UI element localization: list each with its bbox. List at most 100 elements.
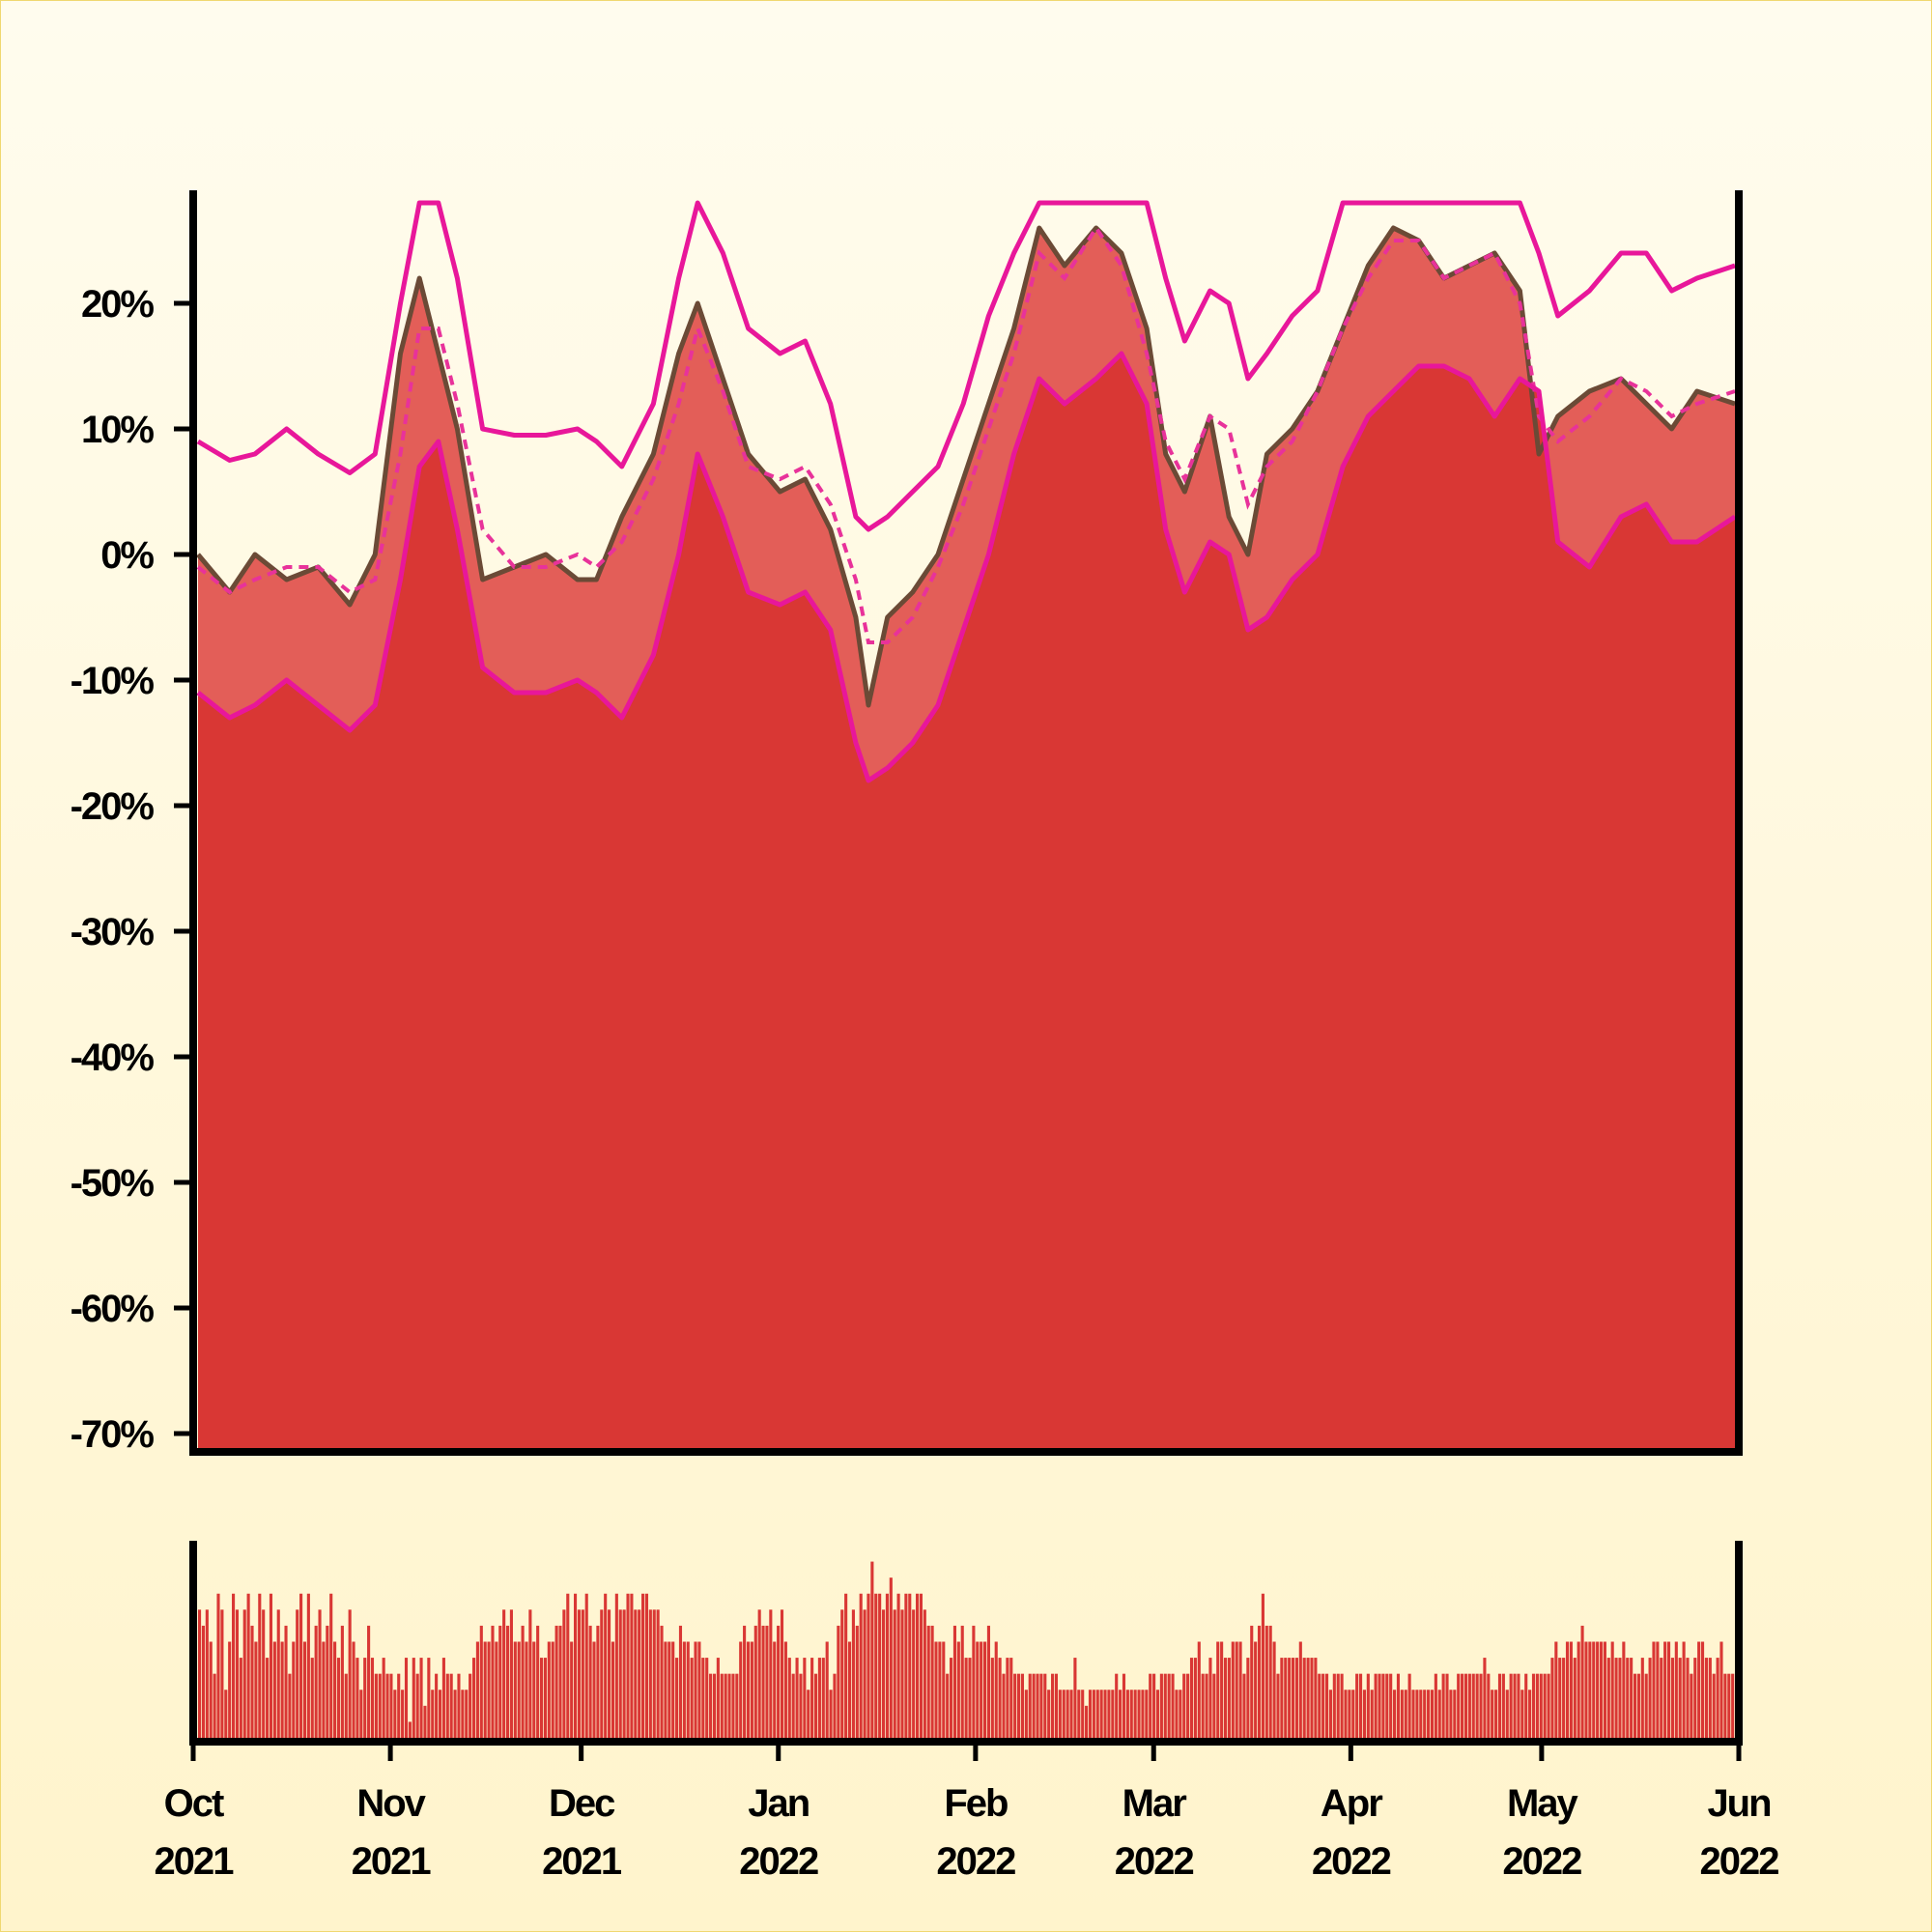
volume-bar <box>1370 1690 1374 1738</box>
volume-bar <box>1193 1658 1197 1738</box>
volume-bar <box>851 1609 855 1738</box>
volume-bar <box>1291 1658 1295 1738</box>
volume-bar <box>701 1658 705 1738</box>
volume-bar <box>558 1625 562 1738</box>
volume-bar <box>1318 1673 1321 1738</box>
volume-bar <box>1047 1690 1051 1738</box>
volume-bar <box>1404 1690 1407 1738</box>
y-tick-label: 0% <box>100 534 154 577</box>
x-tick-month: Jan <box>748 1782 809 1825</box>
volume-bar <box>348 1609 352 1738</box>
volume-bar <box>783 1641 787 1738</box>
volume-bar <box>1407 1673 1411 1738</box>
y-tick-label: 20% <box>81 283 154 326</box>
volume-bar <box>359 1690 363 1738</box>
volume-bar <box>427 1658 431 1738</box>
volume-bar <box>656 1609 660 1738</box>
volume-bar <box>1723 1673 1727 1738</box>
volume-bar <box>1449 1690 1453 1738</box>
volume-bar <box>1666 1641 1671 1738</box>
volume-bar <box>292 1641 296 1738</box>
volume-bar <box>1427 1690 1431 1738</box>
volume-bar <box>498 1625 502 1738</box>
volume-bar <box>355 1658 359 1738</box>
y-tick-label: -70% <box>71 1413 155 1456</box>
volume-bar <box>1257 1625 1262 1738</box>
volume-bar <box>528 1609 532 1738</box>
volume-bar <box>1603 1641 1606 1738</box>
volume-bar <box>769 1609 773 1738</box>
series-line-lower-band <box>196 351 1737 783</box>
volume-bar <box>1179 1690 1182 1738</box>
volume-bar <box>441 1658 445 1738</box>
volume-bar <box>803 1658 807 1738</box>
volume-bar <box>1640 1658 1644 1738</box>
volume-bar <box>867 1593 870 1738</box>
volume-bar <box>870 1561 874 1738</box>
volume-bar <box>536 1625 540 1738</box>
x-tick-year: 2022 <box>936 1840 1015 1883</box>
volume-bar <box>1457 1673 1461 1738</box>
volume-bar <box>1467 1673 1471 1738</box>
volume-bar <box>840 1609 844 1738</box>
volume-bar <box>600 1609 604 1738</box>
volume-bar <box>491 1625 495 1738</box>
volume-bar <box>242 1609 246 1738</box>
volume-bar <box>1107 1690 1111 1738</box>
volume-bar <box>1471 1673 1475 1738</box>
volume-bar <box>675 1658 679 1738</box>
volume-bar <box>885 1593 889 1738</box>
volume-bar <box>1359 1673 1363 1738</box>
volume-bar <box>1479 1673 1483 1738</box>
volume-bar <box>329 1593 333 1738</box>
volume-bar <box>1051 1673 1055 1738</box>
volume-bar <box>1558 1658 1562 1738</box>
volume-bar <box>1062 1690 1065 1738</box>
volume-bar <box>1294 1658 1298 1738</box>
volume-bar <box>1276 1673 1280 1738</box>
volume-bar <box>1430 1690 1435 1738</box>
volume-bar <box>1246 1658 1250 1738</box>
volume-bar <box>968 1658 972 1738</box>
volume-bar <box>668 1641 671 1738</box>
x-tick-year: 2022 <box>1115 1840 1194 1883</box>
volume-bar <box>998 1658 1002 1738</box>
volume-bar <box>1095 1690 1099 1738</box>
volume-bar <box>915 1593 920 1738</box>
volume-bar <box>457 1673 461 1738</box>
volume-bar <box>1461 1673 1464 1738</box>
volume-bar <box>1543 1673 1547 1738</box>
volume-bar <box>1497 1673 1502 1738</box>
volume-bar <box>990 1658 994 1738</box>
volume-bar <box>1216 1641 1220 1738</box>
volume-bar <box>521 1625 525 1738</box>
volume-bar <box>479 1625 483 1738</box>
price-chart: 20% 10% 0% -10% -20% -30% -40% -50% -60% -70% <box>71 190 1743 1456</box>
volume-bar <box>1340 1673 1344 1738</box>
volume-bar <box>1205 1673 1208 1738</box>
volume-bar <box>1535 1673 1539 1738</box>
volume-bar <box>1494 1690 1498 1738</box>
volume-bar <box>1400 1690 1404 1738</box>
volume-bar <box>976 1641 980 1738</box>
volume-bar <box>881 1609 886 1738</box>
volume-bar <box>1682 1641 1686 1738</box>
volume-bar <box>228 1641 232 1738</box>
volume-bar <box>1700 1641 1705 1738</box>
volume-bar <box>986 1625 990 1738</box>
volume-bar <box>1028 1673 1032 1738</box>
volume-bar <box>930 1625 934 1738</box>
y-tick-label: -40% <box>71 1037 155 1079</box>
volume-bar <box>1250 1625 1254 1738</box>
volume-bar <box>596 1625 600 1738</box>
volume-bar <box>678 1625 683 1738</box>
volume-bar <box>1036 1673 1039 1738</box>
volume-bar <box>224 1690 228 1738</box>
volume-bar <box>908 1593 912 1738</box>
volume-bar <box>1355 1673 1359 1738</box>
volume-bar <box>1133 1690 1137 1738</box>
volume-bar <box>1223 1658 1228 1738</box>
volume-bar <box>1550 1658 1554 1738</box>
volume-bar <box>1644 1673 1648 1738</box>
volume-bar <box>385 1673 389 1738</box>
